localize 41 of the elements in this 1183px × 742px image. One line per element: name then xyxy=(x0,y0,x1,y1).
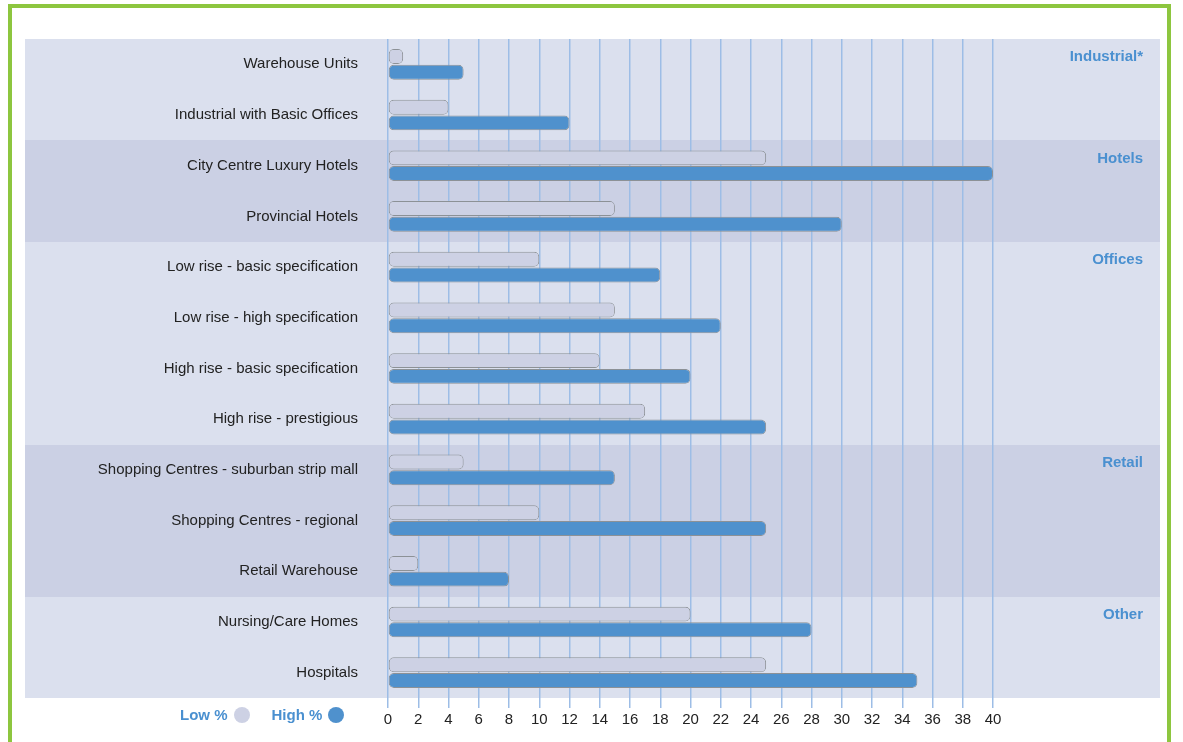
x-tick-label: 6 xyxy=(474,710,483,728)
text: Retail xyxy=(1102,453,1143,471)
x-tick-label: 30 xyxy=(833,710,851,728)
x-tick-label: 18 xyxy=(651,710,669,728)
y-tick-label: Provincial Hotels xyxy=(246,206,358,224)
x-tick-label: 40 xyxy=(984,710,1002,728)
y-tick-label: Retail Warehouse xyxy=(239,561,358,579)
x-tick-label: 34 xyxy=(893,710,911,728)
y-tick-label: Low rise - basic specification xyxy=(167,257,358,275)
text: Offices xyxy=(1092,250,1143,268)
x-tick-label: 12 xyxy=(561,710,578,728)
legend-label: High % xyxy=(271,706,323,723)
text: Other xyxy=(1102,605,1144,623)
y-tick-label: High rise - basic specification xyxy=(163,358,358,376)
y-tick-label: City Centre Luxury Hotels xyxy=(187,155,358,173)
y-tick-label: Industrial with Basic Offices xyxy=(174,105,358,123)
x-tick-label: 20 xyxy=(682,710,699,728)
x-tick-label: 24 xyxy=(742,710,760,728)
x-tick-label: 2 xyxy=(414,710,423,728)
x-tick-label: 0 xyxy=(383,710,393,728)
x-tick-label: 14 xyxy=(591,710,609,728)
legend-label: Low % xyxy=(180,706,228,723)
y-tick-label: Nursing/Care Homes xyxy=(217,612,358,630)
x-tick-label: 16 xyxy=(621,710,639,728)
y-tick-label: Low rise - high specification xyxy=(173,307,358,325)
y-tick-label: Warehouse Units xyxy=(243,54,358,72)
y-tick-label: Shopping Centres - regional xyxy=(171,510,358,528)
x-tick-label: 4 xyxy=(444,710,453,728)
text: Industrial* xyxy=(1069,47,1144,65)
x-tick-label: 36 xyxy=(924,710,941,728)
x-tick-label: 22 xyxy=(712,710,730,728)
y-tick-label: Hospitals xyxy=(296,662,358,680)
text: Hotels xyxy=(1097,148,1143,166)
x-tick-label: 26 xyxy=(772,710,790,728)
y-tick-label: High rise - prestigious xyxy=(212,409,358,427)
x-tick-label: 8 xyxy=(504,710,514,728)
x-tick-label: 38 xyxy=(954,710,972,728)
y-tick-label: Shopping Centres - suburban strip mall xyxy=(97,460,358,478)
x-tick-label: 32 xyxy=(863,710,881,728)
x-tick-label: 10 xyxy=(530,710,548,728)
x-tick-label: 28 xyxy=(803,710,820,728)
